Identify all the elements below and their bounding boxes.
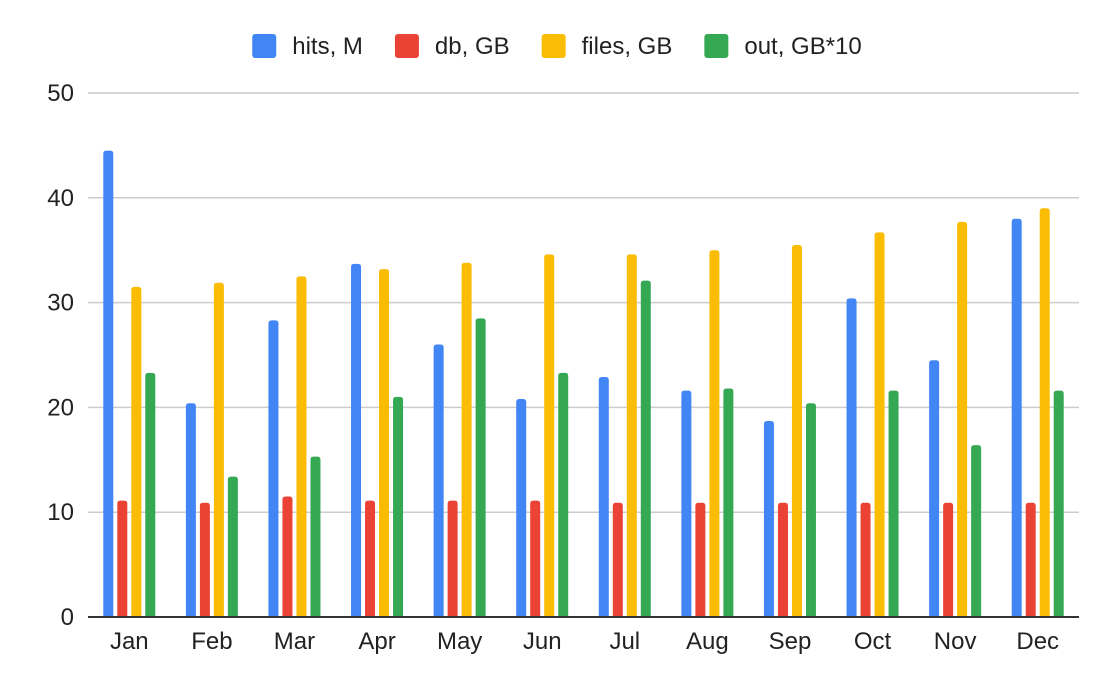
bar-out-gb-10-jun [558,372,569,617]
bar-db-gb-dec [1025,502,1036,617]
legend: hits, M db, GB files, GB out, GB*10 [252,33,862,60]
bar-hits-m-oct [846,298,857,617]
bar-hits-m-nov [929,360,940,617]
bar-files-gb-nov [957,221,968,618]
bar-out-gb-10-apr [393,396,404,617]
bar-db-gb-sep [777,502,788,617]
x-tick-label: Feb [191,628,232,655]
bar-files-gb-sep [791,244,802,617]
bar-hits-m-mar [268,320,279,617]
y-tick-label: 10 [47,499,74,526]
bar-hits-m-may [433,344,444,617]
y-tick-label: 40 [47,185,74,212]
bar-files-gb-apr [379,269,390,617]
bar-files-gb-feb [213,282,224,617]
bar-hits-m-apr [351,263,362,617]
x-tick-label: Apr [358,628,395,655]
bar-hits-m-feb [185,403,196,617]
bar-files-gb-jul [626,254,637,617]
x-tick-label: Jun [523,628,562,655]
bar-db-gb-feb [199,502,210,617]
legend-label-db-gb: db, GB [435,33,510,60]
legend-label-out-gb-10: out, GB*10 [744,33,861,60]
x-tick-label: Sep [769,628,812,655]
x-tick-label: Nov [934,628,977,655]
bar-files-gb-jun [544,254,555,617]
bar-db-gb-jan [117,500,128,617]
x-tick-label: Aug [686,628,729,655]
y-tick-label: 0 [61,604,74,631]
bar-out-gb-10-jul [640,280,651,617]
bar-hits-m-sep [763,421,774,617]
y-tick-label: 50 [47,80,74,107]
bar-files-gb-dec [1039,208,1050,617]
bars [103,150,1064,618]
x-tick-label: Mar [274,628,315,655]
bar-files-gb-mar [296,276,307,617]
legend-swatch-db-gb [394,34,419,58]
bar-files-gb-aug [709,250,720,617]
x-axis: Jan Feb Mar Apr May Jun Jul Aug Sep Oct Nov Dec [88,616,1079,655]
bar-out-gb-10-jan [145,372,156,617]
bar-hits-m-jul [598,377,609,617]
x-tick-label: Jul [609,628,640,655]
bar-out-gb-10-feb [227,476,238,617]
bar-db-gb-apr [365,500,376,617]
legend-swatch-files-gb [541,34,566,58]
legend-label-files-gb: files, GB [582,33,673,60]
bar-hits-m-aug [681,390,692,617]
bar-out-gb-10-dec [1053,390,1064,617]
bar-out-gb-10-sep [805,403,816,617]
bar-out-gb-10-may [475,318,486,617]
bar-hits-m-dec [1011,218,1022,617]
bar-files-gb-oct [874,232,885,617]
x-tick-label: Oct [854,628,892,655]
y-tick-label: 30 [47,290,74,317]
bar-db-gb-jul [612,502,623,617]
bar-db-gb-aug [695,502,706,617]
y-tick-label: 20 [47,394,74,421]
legend-label-hits-m: hits, M [292,33,363,60]
bar-db-gb-nov [943,502,954,617]
bar-out-gb-10-nov [971,445,982,617]
legend-swatch-out-gb-10 [704,34,729,58]
gridlines [88,92,1079,513]
bar-files-gb-may [461,262,472,617]
bar-out-gb-10-mar [310,456,321,617]
x-tick-label: Dec [1016,628,1059,655]
bar-files-gb-jan [131,286,142,617]
bar-out-gb-10-aug [723,388,734,617]
x-tick-label: May [437,628,482,655]
bar-out-gb-10-oct [888,390,899,617]
bar-db-gb-oct [860,502,871,617]
legend-swatch-hits-m [252,34,277,58]
bar-hits-m-jan [103,150,114,617]
bar-db-gb-mar [282,496,293,617]
y-axis: 0 10 20 30 40 50 [47,80,74,631]
bar-hits-m-jun [516,399,527,617]
bar-db-gb-jun [530,500,541,617]
bar-db-gb-may [447,500,458,617]
x-tick-label: Jan [110,628,149,655]
